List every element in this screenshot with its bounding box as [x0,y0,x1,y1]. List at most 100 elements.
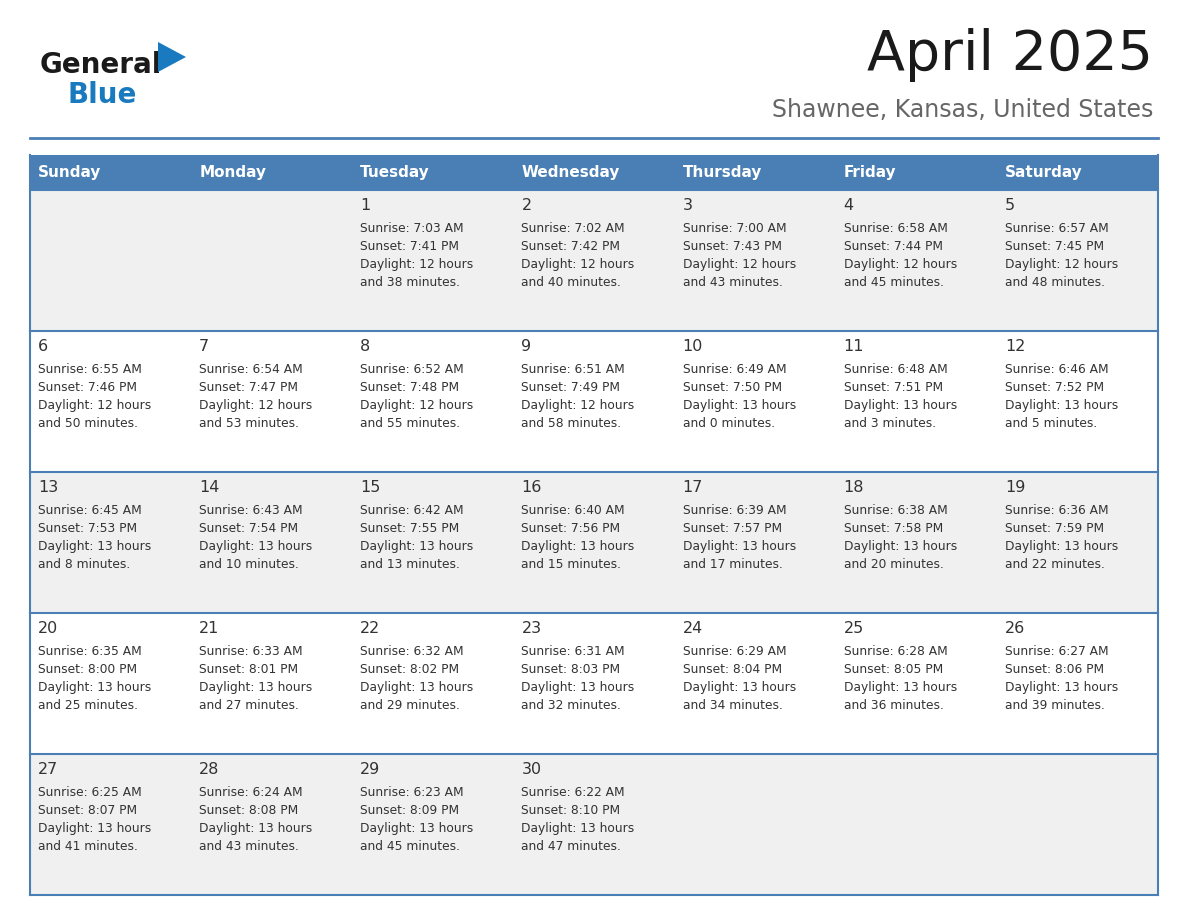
Bar [191,190,353,331]
Bar [513,472,675,613]
Text: Daylight: 13 hours: Daylight: 13 hours [683,540,796,553]
Text: Friday: Friday [843,165,896,180]
Text: Sunrise: 6:57 AM: Sunrise: 6:57 AM [1005,222,1108,235]
Bar [30,613,191,754]
Bar [30,331,191,472]
Text: Sunrise: 6:23 AM: Sunrise: 6:23 AM [360,786,463,799]
Bar [191,331,353,472]
Text: Daylight: 13 hours: Daylight: 13 hours [360,540,474,553]
Text: Daylight: 13 hours: Daylight: 13 hours [522,681,634,694]
Text: Sunrise: 6:40 AM: Sunrise: 6:40 AM [522,504,625,517]
Bar [997,754,1158,895]
Text: 20: 20 [38,621,58,636]
Text: Daylight: 13 hours: Daylight: 13 hours [200,540,312,553]
Text: and 32 minutes.: and 32 minutes. [522,699,621,712]
Text: and 45 minutes.: and 45 minutes. [360,840,460,853]
Text: Daylight: 12 hours: Daylight: 12 hours [843,258,958,271]
Text: Sunrise: 7:00 AM: Sunrise: 7:00 AM [683,222,786,235]
Bar [513,613,675,754]
Bar [353,190,513,331]
Bar [513,190,675,331]
Text: Daylight: 12 hours: Daylight: 12 hours [38,399,151,412]
Text: 16: 16 [522,480,542,495]
Text: Daylight: 13 hours: Daylight: 13 hours [683,399,796,412]
Text: Sunrise: 6:28 AM: Sunrise: 6:28 AM [843,645,948,658]
Text: Daylight: 13 hours: Daylight: 13 hours [843,399,958,412]
Bar [353,613,513,754]
Text: Sunrise: 6:49 AM: Sunrise: 6:49 AM [683,363,786,376]
Text: Sunset: 8:04 PM: Sunset: 8:04 PM [683,663,782,676]
Text: and 43 minutes.: and 43 minutes. [200,840,299,853]
Text: Sunday: Sunday [38,165,101,180]
Text: Sunset: 8:03 PM: Sunset: 8:03 PM [522,663,620,676]
Text: Daylight: 13 hours: Daylight: 13 hours [38,681,151,694]
Bar [30,472,191,613]
Text: Sunset: 7:42 PM: Sunset: 7:42 PM [522,240,620,253]
Text: and 20 minutes.: and 20 minutes. [843,558,943,571]
Text: Sunset: 8:09 PM: Sunset: 8:09 PM [360,804,460,817]
Bar [675,155,835,190]
Text: Sunrise: 7:02 AM: Sunrise: 7:02 AM [522,222,625,235]
Text: Saturday: Saturday [1005,165,1082,180]
Bar [353,472,513,613]
Text: 5: 5 [1005,198,1015,213]
Text: Sunset: 7:50 PM: Sunset: 7:50 PM [683,381,782,394]
Text: and 39 minutes.: and 39 minutes. [1005,699,1105,712]
Text: Sunrise: 6:55 AM: Sunrise: 6:55 AM [38,363,141,376]
Bar [835,472,997,613]
Text: Sunrise: 6:45 AM: Sunrise: 6:45 AM [38,504,141,517]
Text: Daylight: 13 hours: Daylight: 13 hours [1005,540,1118,553]
Text: Sunrise: 6:39 AM: Sunrise: 6:39 AM [683,504,786,517]
Text: and 45 minutes.: and 45 minutes. [843,276,943,289]
Text: and 50 minutes.: and 50 minutes. [38,417,138,430]
Text: 7: 7 [200,339,209,354]
Text: Shawnee, Kansas, United States: Shawnee, Kansas, United States [772,98,1154,122]
Text: Sunset: 7:59 PM: Sunset: 7:59 PM [1005,522,1104,535]
Text: Daylight: 13 hours: Daylight: 13 hours [683,681,796,694]
Text: Sunrise: 6:24 AM: Sunrise: 6:24 AM [200,786,303,799]
Bar [675,331,835,472]
Text: and 25 minutes.: and 25 minutes. [38,699,138,712]
Text: 27: 27 [38,762,58,777]
Text: Sunset: 7:44 PM: Sunset: 7:44 PM [843,240,943,253]
Text: 6: 6 [38,339,49,354]
Bar [835,190,997,331]
Text: 19: 19 [1005,480,1025,495]
Text: and 29 minutes.: and 29 minutes. [360,699,460,712]
Bar [675,190,835,331]
Text: Tuesday: Tuesday [360,165,430,180]
Text: Sunset: 8:07 PM: Sunset: 8:07 PM [38,804,137,817]
Text: Sunrise: 6:52 AM: Sunrise: 6:52 AM [360,363,465,376]
Bar [675,754,835,895]
Text: 3: 3 [683,198,693,213]
Text: Sunrise: 6:42 AM: Sunrise: 6:42 AM [360,504,463,517]
Text: and 53 minutes.: and 53 minutes. [200,417,299,430]
Text: Sunset: 7:48 PM: Sunset: 7:48 PM [360,381,460,394]
Text: Sunset: 7:49 PM: Sunset: 7:49 PM [522,381,620,394]
Polygon shape [158,42,187,72]
Text: and 0 minutes.: and 0 minutes. [683,417,775,430]
Text: and 38 minutes.: and 38 minutes. [360,276,460,289]
Text: Daylight: 13 hours: Daylight: 13 hours [38,540,151,553]
Bar [191,613,353,754]
Text: and 13 minutes.: and 13 minutes. [360,558,460,571]
Text: and 3 minutes.: and 3 minutes. [843,417,936,430]
Text: Sunset: 8:08 PM: Sunset: 8:08 PM [200,804,298,817]
Text: 14: 14 [200,480,220,495]
Text: General: General [40,51,163,79]
Text: Sunrise: 6:29 AM: Sunrise: 6:29 AM [683,645,786,658]
Text: 26: 26 [1005,621,1025,636]
Bar [675,472,835,613]
Text: Daylight: 13 hours: Daylight: 13 hours [843,540,958,553]
Text: Daylight: 13 hours: Daylight: 13 hours [1005,681,1118,694]
Text: 17: 17 [683,480,703,495]
Text: Daylight: 12 hours: Daylight: 12 hours [360,258,474,271]
Text: Monday: Monday [200,165,266,180]
Text: and 22 minutes.: and 22 minutes. [1005,558,1105,571]
Bar [30,155,191,190]
Text: 24: 24 [683,621,703,636]
Text: Sunset: 7:54 PM: Sunset: 7:54 PM [200,522,298,535]
Text: 11: 11 [843,339,864,354]
Text: 2: 2 [522,198,531,213]
Text: Sunset: 7:47 PM: Sunset: 7:47 PM [200,381,298,394]
